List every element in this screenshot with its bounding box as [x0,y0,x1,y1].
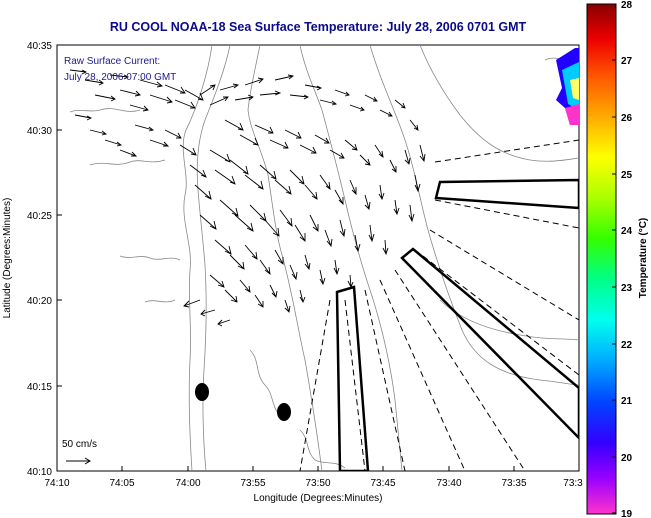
y-tick-label: 40:15 [27,382,52,393]
land-blob-2 [277,403,291,421]
survey-polygons [335,178,579,471]
y-tick-label: 40:20 [27,296,52,307]
y-axis: 40:35 40:30 40:25 40:20 40:15 40:10 Lati… [2,41,62,478]
colorbar-tick: 26 [621,113,633,124]
x-tick-label: 73:55 [240,478,265,489]
dashed-sector-lines [299,139,579,471]
current-vectors [69,69,426,327]
y-tick-label: 40:25 [27,211,52,222]
y-tick-label: 40:35 [27,41,52,52]
colorbar-tick: 19 [621,509,633,518]
scale-label: 50 cm/s [62,439,97,450]
x-tick-label: 73:40 [436,478,461,489]
x-axis-label: Longitude (Degrees:Minutes) [254,493,383,504]
colorbar-tick: 23 [621,283,633,294]
y-tick-label: 40:30 [27,126,52,137]
current-annotation-line1: Raw Surface Current: [64,56,160,67]
x-tick-label: 73:3 [563,478,583,489]
x-tick-label: 74:10 [44,478,69,489]
y-tick-label: 40:10 [27,467,52,478]
x-tick-label: 73:35 [501,478,526,489]
x-tick-label: 74:05 [109,478,134,489]
x-axis: 74:10 74:05 74:00 73:55 73:50 73:45 73:4… [44,466,583,504]
sst-patch [556,48,579,125]
colorbar-tick: 25 [621,170,633,181]
land-blob-1 [195,383,209,401]
current-annotation-line2: July 28, 2006 07:00 GMT [64,72,176,83]
scale-arrow-icon [66,457,91,465]
plot-area: Raw Surface Current: July 28, 2006 07:00… [56,44,580,472]
colorbar-tick: 28 [621,0,633,11]
colorbar-tick: 24 [621,226,633,237]
map-title: RU COOL NOAA-18 Sea Surface Temperature:… [110,20,527,34]
colorbar-tick: 22 [621,340,633,351]
x-tick-label: 73:45 [370,478,395,489]
colorbar: 28 27 26 25 24 23 22 21 20 19 Temperatur… [586,0,649,518]
y-axis-label: Latitude (Degrees:Minutes) [2,198,13,319]
colorbar-label: Temperature (°C) [638,218,649,299]
x-tick-label: 74:00 [175,478,200,489]
colorbar-tick: 20 [621,453,633,464]
colorbar-tick: 21 [621,396,633,407]
colorbar-tick: 27 [621,56,633,67]
x-tick-label: 73:50 [305,478,330,489]
